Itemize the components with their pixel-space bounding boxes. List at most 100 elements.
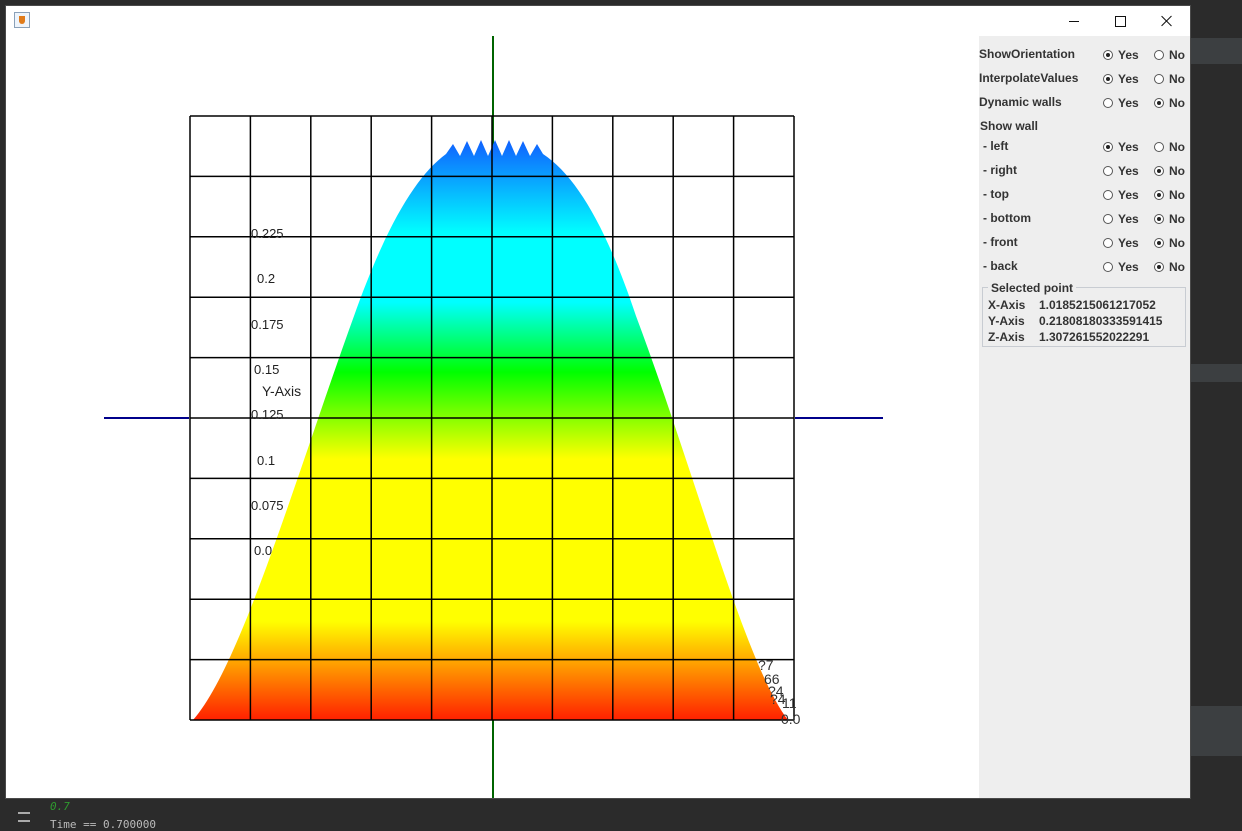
title-bar[interactable]: [6, 6, 1190, 36]
radio-selected-icon: [1103, 74, 1113, 84]
wall-back-yes-radio[interactable]: Yes: [1103, 260, 1139, 274]
y-tick-label: 0.2: [257, 271, 275, 286]
console-menu-icon[interactable]: [18, 812, 30, 822]
wall-row-bottom: - bottom Yes No: [979, 208, 1190, 230]
y-axis-value: 0.21808180333591415: [1039, 314, 1163, 328]
wall-top-yes-radio[interactable]: Yes: [1103, 188, 1139, 202]
radio-label: Yes: [1118, 236, 1139, 250]
wall-right-no-radio[interactable]: No: [1154, 164, 1185, 178]
z-axis-value: 1.307261552022291: [1039, 330, 1150, 344]
show-orientation-no-radio[interactable]: No: [1154, 48, 1185, 62]
dynamic-walls-yes-radio[interactable]: Yes: [1103, 96, 1139, 110]
show-orientation-yes-radio[interactable]: Yes: [1103, 48, 1139, 62]
wall-bottom-no-radio[interactable]: No: [1154, 212, 1185, 226]
radio-selected-icon: [1154, 190, 1164, 200]
interpolate-values-no-radio[interactable]: No: [1154, 72, 1185, 86]
plot-window: 0.225 0.2 0.175 0.15 0.125 0.1 0.075 0.0 Y-Axis…: [6, 6, 1190, 798]
interpolate-values-yes-radio[interactable]: Yes: [1103, 72, 1139, 86]
option-label: Dynamic walls: [979, 95, 1062, 109]
radio-unselected-icon: [1154, 50, 1164, 60]
wall-label: - front: [983, 235, 1018, 249]
y-tick-label: 0.075: [251, 498, 284, 513]
java-cup-icon: [14, 12, 30, 28]
wall-front-no-radio[interactable]: No: [1154, 236, 1185, 250]
radio-label: Yes: [1118, 72, 1139, 86]
option-row-interpolate-values: InterpolateValues Yes No: [979, 68, 1190, 90]
radio-label: No: [1169, 48, 1185, 62]
option-label: ShowOrientation: [979, 47, 1075, 61]
radio-label: Yes: [1118, 48, 1139, 62]
minimize-icon: [1069, 20, 1079, 22]
y-tick-label: 0.0: [254, 543, 272, 558]
option-row-dynamic-walls: Dynamic walls Yes No: [979, 92, 1190, 114]
selected-point-panel: Selected point X-Axis 1.0185215061217052…: [982, 281, 1186, 347]
wall-bottom-yes-radio[interactable]: Yes: [1103, 212, 1139, 226]
wall-row-top: - top Yes No: [979, 184, 1190, 206]
corner-label: ?4: [768, 683, 784, 699]
radio-label: Yes: [1118, 164, 1139, 178]
radio-selected-icon: [1154, 214, 1164, 224]
radio-label: No: [1169, 72, 1185, 86]
show-wall-header: Show wall: [979, 116, 1190, 138]
radio-selected-icon: [1154, 166, 1164, 176]
radio-selected-icon: [1154, 262, 1164, 272]
radio-unselected-icon: [1154, 142, 1164, 152]
option-label: InterpolateValues: [979, 71, 1079, 85]
close-icon: [1161, 15, 1173, 27]
surface-plot: 0.225 0.2 0.175 0.15 0.125 0.1 0.075 0.0 Y-Axis…: [104, 36, 883, 798]
corner-label: ?4: [770, 691, 786, 707]
minimize-button[interactable]: [1051, 6, 1097, 36]
radio-label: Yes: [1118, 260, 1139, 274]
radio-label: Yes: [1118, 212, 1139, 226]
radio-label: No: [1169, 164, 1185, 178]
y-tick-label: 0.225: [251, 226, 284, 241]
radio-unselected-icon: [1103, 214, 1113, 224]
radio-selected-icon: [1103, 50, 1113, 60]
radio-label: No: [1169, 188, 1185, 202]
wall-left-yes-radio[interactable]: Yes: [1103, 140, 1139, 154]
wall-front-yes-radio[interactable]: Yes: [1103, 236, 1139, 250]
wall-left-no-radio[interactable]: No: [1154, 140, 1185, 154]
corner-label: 0.0: [781, 711, 801, 727]
radio-label: Yes: [1118, 140, 1139, 154]
radio-label: No: [1169, 140, 1185, 154]
wall-row-right: - right Yes No: [979, 160, 1190, 182]
radio-selected-icon: [1154, 98, 1164, 108]
radio-label: No: [1169, 260, 1185, 274]
wall-top-no-radio[interactable]: No: [1154, 188, 1185, 202]
wall-row-front: - front Yes No: [979, 232, 1190, 254]
grid: [189, 115, 795, 721]
console-line: 0.7: [50, 800, 70, 813]
radio-selected-icon: [1103, 142, 1113, 152]
plot-canvas[interactable]: 0.225 0.2 0.175 0.15 0.125 0.1 0.075 0.0 Y-Axis…: [6, 36, 979, 798]
x-axis-value: 1.0185215061217052: [1039, 298, 1156, 312]
radio-unselected-icon: [1103, 190, 1113, 200]
option-row-show-orientation: ShowOrientation Yes No: [979, 44, 1190, 66]
ide-panel-right: [1190, 38, 1242, 64]
ide-panel-right-bottom: [1190, 706, 1242, 756]
wall-label: - back: [983, 259, 1018, 273]
wall-label: - top: [983, 187, 1009, 201]
close-button[interactable]: [1144, 6, 1190, 36]
radio-unselected-icon: [1103, 166, 1113, 176]
maximize-button[interactable]: [1097, 6, 1143, 36]
ide-panel-right-lower: [1190, 364, 1242, 382]
y-axis-title: Y-Axis: [262, 383, 301, 399]
wall-label: - right: [983, 163, 1017, 177]
wall-back-no-radio[interactable]: No: [1154, 260, 1185, 274]
radio-unselected-icon: [1154, 74, 1164, 84]
x-axis-key: X-Axis: [988, 298, 1026, 312]
radio-label: No: [1169, 236, 1185, 250]
radio-label: No: [1169, 96, 1185, 110]
corner-label: ?7: [758, 657, 774, 673]
radio-label: Yes: [1118, 96, 1139, 110]
dynamic-walls-no-radio[interactable]: No: [1154, 96, 1185, 110]
y-tick-label: 0.125: [251, 407, 284, 422]
wall-right-yes-radio[interactable]: Yes: [1103, 164, 1139, 178]
wall-label: - left: [983, 139, 1009, 153]
corner-label: 66: [764, 671, 780, 687]
y-tick-label: 0.15: [254, 362, 279, 377]
maximize-icon: [1114, 15, 1126, 27]
wall-row-left: - left Yes No: [979, 136, 1190, 158]
